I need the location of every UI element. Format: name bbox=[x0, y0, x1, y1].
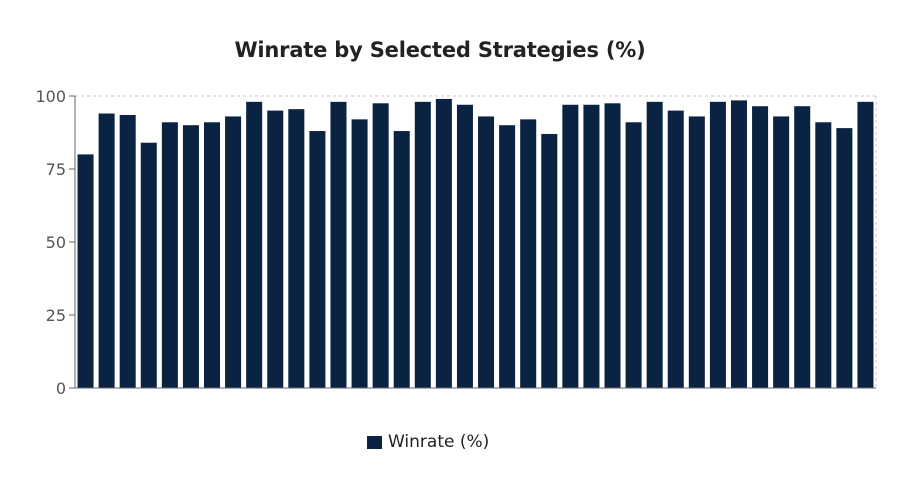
bar[interactable] bbox=[730, 100, 747, 388]
bar[interactable] bbox=[435, 98, 452, 389]
bar[interactable] bbox=[98, 113, 115, 389]
bar[interactable] bbox=[709, 101, 726, 388]
bar[interactable] bbox=[541, 133, 558, 388]
bar[interactable] bbox=[773, 116, 790, 388]
y-tick-label: 0 bbox=[56, 379, 66, 398]
bar[interactable] bbox=[646, 101, 663, 388]
bar[interactable] bbox=[372, 103, 389, 389]
bar[interactable] bbox=[267, 110, 284, 388]
bar[interactable] bbox=[204, 122, 221, 388]
bar[interactable] bbox=[667, 110, 684, 388]
bar[interactable] bbox=[456, 104, 473, 388]
bar[interactable] bbox=[857, 101, 874, 388]
bar[interactable] bbox=[330, 101, 347, 388]
bar[interactable] bbox=[562, 104, 579, 388]
bar[interactable] bbox=[161, 122, 178, 388]
grid-lines bbox=[75, 95, 877, 388]
legend-swatch bbox=[367, 435, 382, 449]
bar[interactable] bbox=[288, 109, 305, 388]
bar[interactable] bbox=[478, 116, 495, 388]
chart-title: Winrate by Selected Strategies (%) bbox=[234, 38, 646, 62]
bar[interactable] bbox=[182, 125, 199, 388]
bar[interactable] bbox=[351, 119, 368, 389]
y-tick-label: 25 bbox=[46, 306, 66, 325]
bar[interactable] bbox=[604, 103, 621, 389]
bar[interactable] bbox=[309, 131, 326, 389]
bar[interactable] bbox=[414, 101, 431, 388]
bar[interactable] bbox=[246, 101, 263, 388]
bars bbox=[77, 98, 874, 389]
bar[interactable] bbox=[499, 125, 516, 388]
bar[interactable] bbox=[225, 116, 242, 388]
axes bbox=[69, 95, 876, 389]
legend: Winrate (%) bbox=[367, 431, 489, 453]
bar[interactable] bbox=[140, 142, 157, 388]
bar[interactable] bbox=[836, 128, 853, 388]
bar[interactable] bbox=[752, 106, 769, 388]
bar[interactable] bbox=[815, 122, 832, 388]
y-tick-labels: 0 25 50 75 100 bbox=[35, 87, 66, 398]
y-tick-label: 100 bbox=[35, 87, 66, 106]
bar[interactable] bbox=[393, 131, 410, 389]
bar[interactable] bbox=[794, 106, 811, 388]
bar[interactable] bbox=[119, 114, 136, 388]
bar[interactable] bbox=[77, 154, 94, 388]
bar[interactable] bbox=[520, 119, 537, 389]
bar[interactable] bbox=[688, 116, 705, 388]
y-tick-label: 50 bbox=[46, 233, 66, 252]
y-tick-label: 75 bbox=[46, 160, 66, 179]
bar[interactable] bbox=[583, 104, 600, 388]
bar[interactable] bbox=[625, 122, 642, 388]
legend-label: Winrate (%) bbox=[388, 432, 490, 452]
